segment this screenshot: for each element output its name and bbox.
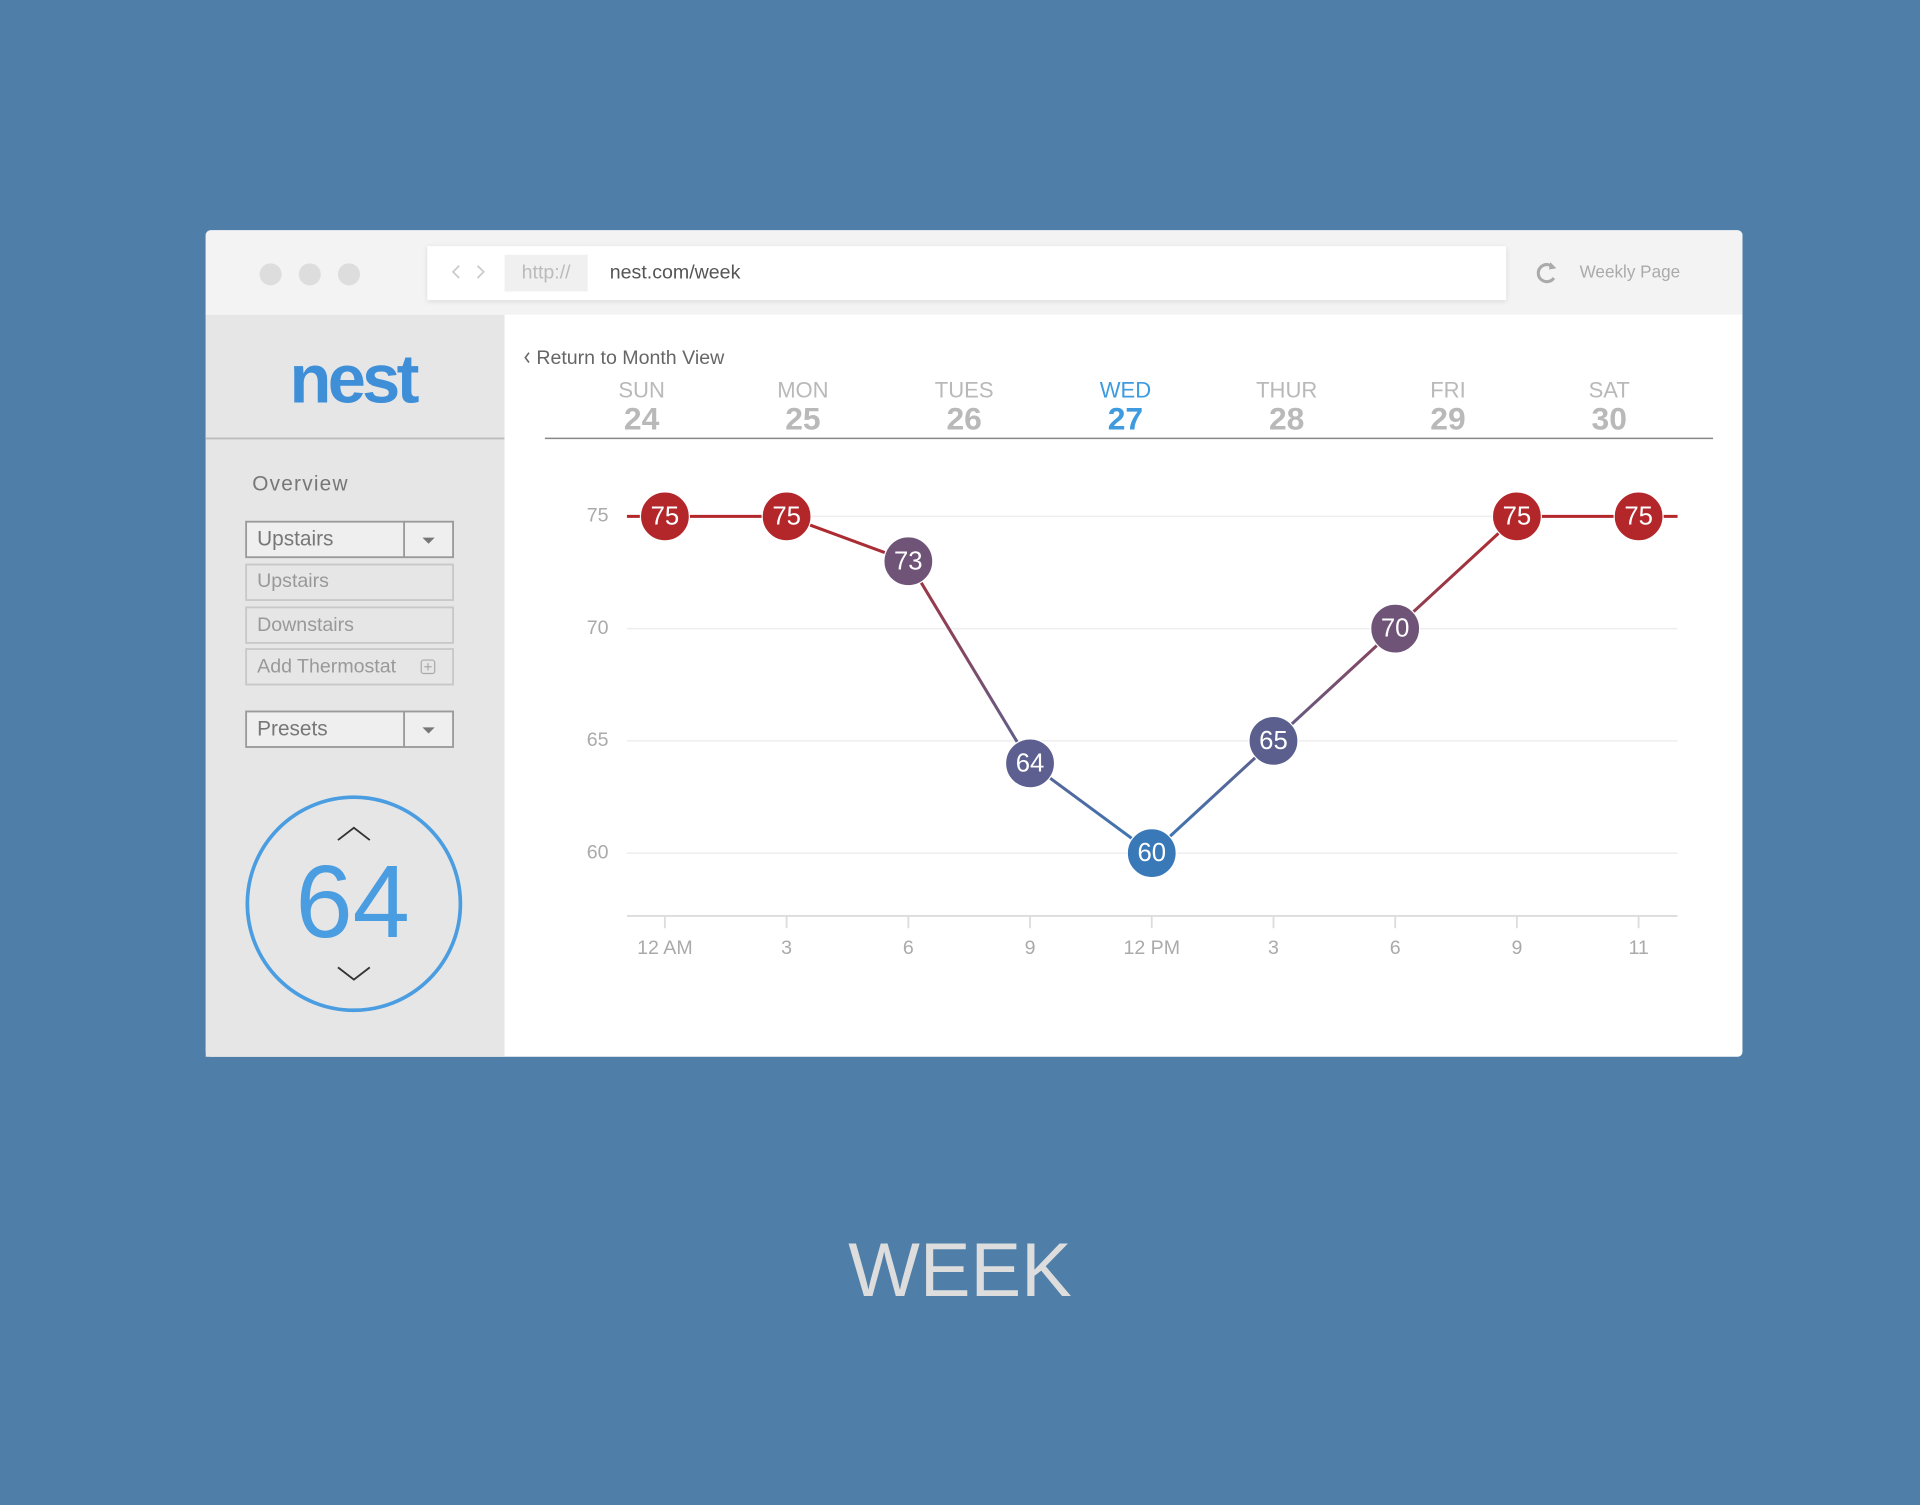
add-icon-plus	[424, 663, 432, 671]
data-point[interactable]	[1491, 491, 1543, 542]
data-point[interactable]	[1370, 603, 1421, 654]
day-date: 29	[1430, 401, 1465, 437]
refresh-icon	[1536, 263, 1556, 284]
zone-item-label: Downstairs	[257, 614, 354, 636]
data-point[interactable]	[1248, 715, 1299, 766]
dropdown-arrow	[422, 537, 435, 544]
day-date: 30	[1592, 401, 1627, 437]
sidebar: nest Overview Upstairs Upstairs Downstai…	[205, 314, 505, 1057]
y-tick-label: 75	[587, 505, 609, 527]
day-date: 24	[624, 401, 660, 437]
zone-item[interactable]	[245, 563, 454, 601]
browser-window: http:// nest.com/week Weekly Page	[205, 230, 1743, 1057]
day-name: SUN	[618, 378, 665, 403]
thermostat-temp: 64	[295, 844, 409, 959]
zone-item-label: Upstairs	[257, 570, 329, 592]
day-date: 26	[946, 401, 981, 437]
data-label: 64	[1016, 749, 1045, 777]
data-label: 75	[1503, 502, 1532, 530]
x-tick-label: 12 AM	[637, 937, 693, 959]
window-frame	[205, 230, 1743, 1057]
x-tick-label: 12 PM	[1123, 937, 1180, 959]
y-tick-label: 60	[587, 841, 609, 863]
day-name: THUR	[1256, 378, 1317, 403]
x-tick-label: 9	[1025, 937, 1036, 959]
y-tick-label: 70	[587, 617, 609, 639]
data-point[interactable]	[1126, 828, 1177, 879]
dropdown-box	[245, 710, 454, 748]
chart: 60 65 70 75 12 AM 3 6 9 12 PM 3 6 9 11 75 75 73 64 60 65 70…	[587, 491, 1678, 959]
zone-item[interactable]	[245, 606, 454, 644]
dropdown-value: Upstairs	[257, 528, 333, 551]
day-name: MON	[777, 378, 828, 403]
y-tick-label: 65	[587, 729, 609, 751]
url[interactable]: nest.com/week	[610, 261, 741, 283]
forward-button[interactable]	[476, 265, 485, 279]
data-label: 75	[1624, 502, 1653, 530]
data-point[interactable]	[761, 491, 812, 542]
back-button[interactable]	[451, 265, 460, 279]
window-dot[interactable]	[337, 263, 360, 286]
back-link-label: Return to Month View	[536, 347, 725, 369]
data-point[interactable]	[1613, 491, 1664, 542]
url-prefix: http://	[522, 261, 572, 283]
dropdown-arrow	[422, 727, 435, 734]
add-icon-box	[420, 659, 436, 675]
zone-item-label: Add Thermostat	[257, 656, 396, 678]
refresh-arrow	[1548, 262, 1557, 270]
zone-item[interactable]	[245, 648, 454, 686]
day-name: SAT	[1589, 378, 1630, 403]
temp-down[interactable]	[337, 966, 371, 981]
dropdown-box	[245, 520, 454, 559]
window-dot[interactable]	[259, 263, 282, 286]
day-name: FRI	[1430, 378, 1466, 403]
data-label: 60	[1137, 839, 1166, 867]
x-tick-label: 6	[903, 937, 914, 959]
url-prefix-box	[504, 254, 588, 292]
data-label: 65	[1259, 727, 1288, 755]
day-date: 27	[1108, 401, 1143, 437]
page-label: Weekly Page	[1580, 262, 1681, 282]
data-point[interactable]	[883, 536, 934, 587]
add-icon	[420, 659, 436, 675]
thermostat-dial	[245, 795, 463, 1013]
back-link[interactable]: Return to Month View	[524, 347, 725, 369]
data-point[interactable]	[1004, 738, 1056, 789]
day-date: 25	[785, 401, 820, 437]
data-point[interactable]	[639, 491, 690, 542]
zone-dropdown[interactable]: Upstairs	[245, 520, 454, 559]
url-bar[interactable]	[427, 246, 1507, 301]
refresh-button[interactable]	[1536, 262, 1557, 284]
x-tick-label: 9	[1511, 937, 1522, 959]
data-label: 75	[772, 502, 801, 530]
overview-label: Overview	[252, 472, 348, 495]
dropdown-value: Presets	[257, 717, 328, 740]
x-tick-label: 11	[1628, 937, 1648, 959]
day-name: TUES	[935, 378, 994, 403]
temp-up[interactable]	[337, 826, 371, 841]
logo[interactable]: nest	[290, 341, 423, 418]
x-tick-label: 3	[781, 937, 792, 959]
day-date: 28	[1269, 401, 1304, 437]
data-label: 75	[651, 502, 680, 530]
x-tick-label: 3	[1268, 937, 1279, 959]
window-dot[interactable]	[298, 263, 321, 286]
data-label: 70	[1381, 615, 1410, 643]
data-label: 73	[894, 547, 923, 575]
back-chevron	[524, 352, 530, 363]
caption: WEEK	[848, 1228, 1072, 1313]
x-tick-label: 6	[1390, 937, 1401, 959]
day-name: WED	[1100, 378, 1151, 403]
presets-dropdown[interactable]: Presets	[245, 710, 454, 748]
